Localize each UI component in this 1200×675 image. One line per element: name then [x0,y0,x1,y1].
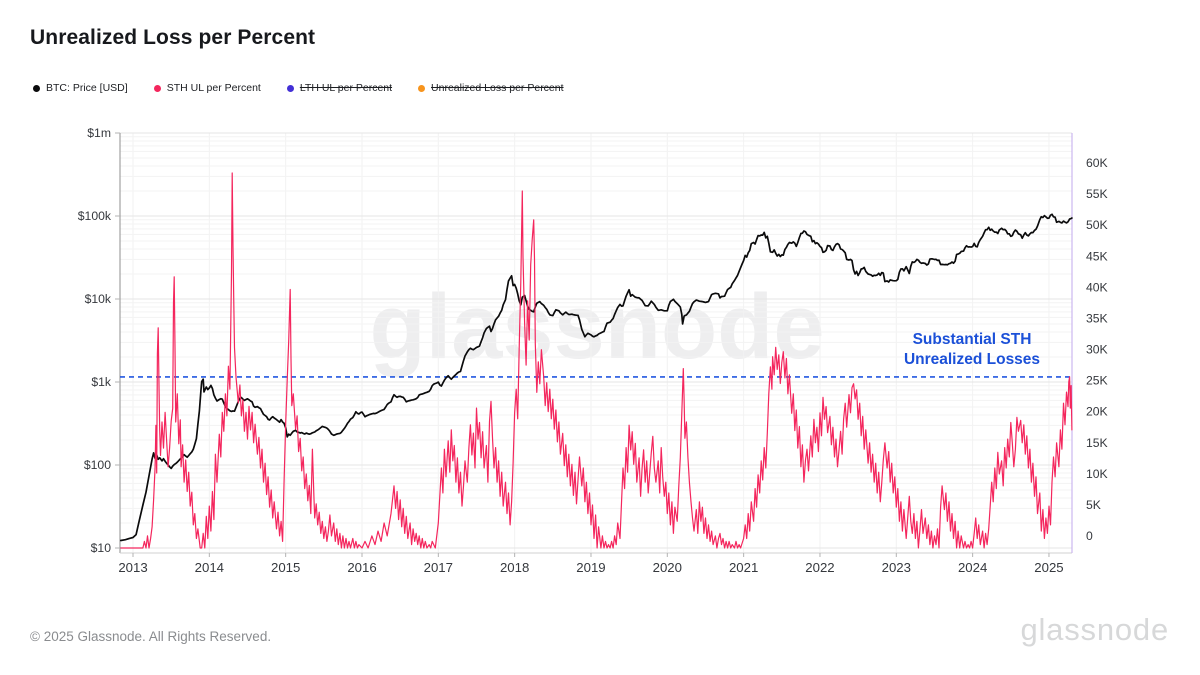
right-axis-tick-label: 15K [1086,436,1108,450]
left-axis-tick-label: $1k [91,375,112,389]
annotation-line-2: Unrealized Losses [903,351,1041,369]
legend-item-btc-price-usd-[interactable]: BTC: Price [USD] [33,82,128,94]
x-axis-tick-label: 2024 [958,560,987,575]
chart-legend: BTC: Price [USD] STH UL per Percent LTH UL… [33,82,564,94]
x-axis-tick-label: 2015 [271,560,300,575]
left-axis-tick-label: $100 [84,458,111,472]
right-axis-tick-label: 60K [1086,156,1108,170]
x-axis-tick-label: 2017 [424,560,453,575]
right-axis-tick-label: 55K [1086,187,1108,201]
legend-item-sth-ul-per-percent[interactable]: STH UL per Percent [153,82,261,94]
legend-dot-icon [418,84,426,92]
glassnode-watermark: glassnode [369,276,825,378]
x-axis-tick-label: 2018 [500,560,529,575]
legend-dot-icon [153,84,161,92]
left-axis-tick-label: $10k [85,292,112,306]
annotation-substantial-sth-unrealized-losses: Substantial STH Unrealized Losses [858,330,1086,370]
legend-label: Unrealized Loss per Percent [431,82,564,94]
x-axis-tick-label: 2014 [195,560,224,575]
x-axis-tick-label: 2019 [576,560,605,575]
page-title: Unrealized Loss per Percent [30,26,316,49]
legend-item-unrealized-loss-per-percent[interactable]: Unrealized Loss per Percent [418,82,564,94]
series-line-btc-price-usd- [119,213,1073,542]
x-axis-tick-label: 2022 [805,560,834,575]
x-axis-tick-label: 2016 [347,560,376,575]
x-axis-tick-label: 2021 [729,560,758,575]
left-axis-tick-label: $1m [87,126,111,140]
right-axis-tick-label: 0 [1086,529,1093,543]
right-axis-tick-label: 35K [1086,311,1108,325]
x-axis-tick-label: 2023 [882,560,911,575]
copyright-text: © 2025 Glassnode. All Rights Reserved. [30,629,272,644]
x-axis-tick-label: 2013 [118,560,147,575]
legend-item-lth-ul-per-percent[interactable]: LTH UL per Percent [286,82,393,94]
right-axis-tick-label: 50K [1086,218,1108,232]
right-axis-tick-label: 10K [1086,467,1108,481]
left-axis-tick-label: $100k [78,209,112,223]
right-axis-tick-label: 45K [1086,249,1108,263]
right-axis-tick-label: 5K [1086,498,1101,512]
left-axis-tick-label: $10 [91,541,112,555]
x-axis-tick-label: 2025 [1034,560,1063,575]
legend-label: STH UL per Percent [166,82,261,94]
legend-label: BTC: Price [USD] [46,82,128,94]
legend-dot-icon [286,84,294,92]
x-axis-tick-label: 2020 [653,560,682,575]
series-line-sth-ul-per-percent [120,172,1073,549]
chart-canvas[interactable]: $1m $100k $10k $1k $100 $10 60K 55K 50K 45K 40K 35K… [0,0,1200,600]
right-axis-tick-label: 40K [1086,280,1108,294]
legend-label: LTH UL per Percent [299,82,393,94]
annotation-line-1: Substantial STH [912,331,1032,348]
right-axis-tick-label: 25K [1086,374,1108,388]
glassnode-logo: glassnode [1020,612,1169,647]
legend-dot-icon [33,84,40,92]
right-axis-tick-label: 30K [1086,343,1108,357]
right-axis-tick-label: 20K [1086,405,1108,419]
